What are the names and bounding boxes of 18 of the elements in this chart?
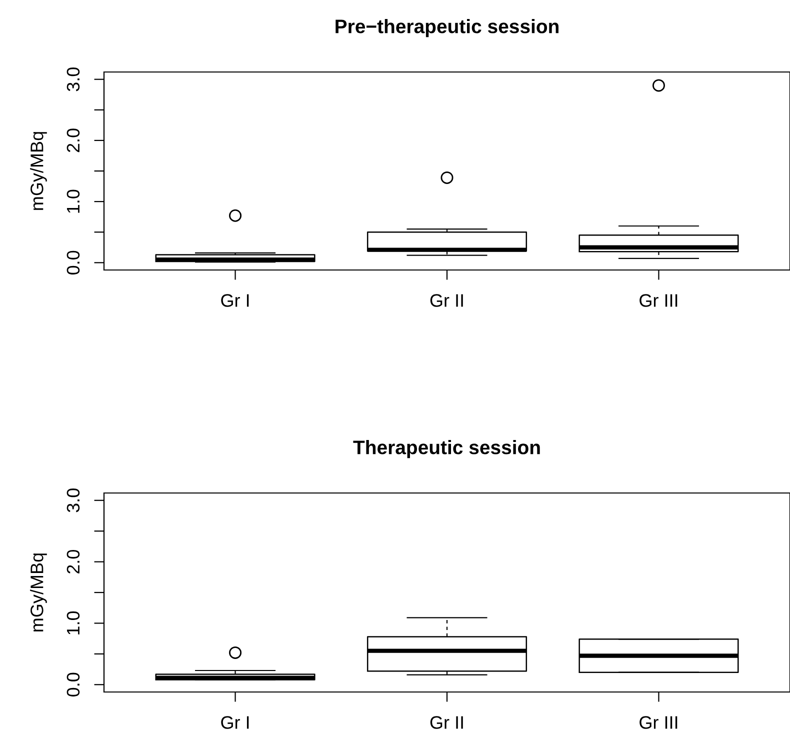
x-tick-label: Gr II: [430, 716, 463, 729]
x-tick-label: Gr I: [221, 294, 249, 307]
y-tick-label: 0.0: [66, 250, 80, 275]
x-tick-label: Gr III: [640, 294, 678, 307]
y-tick-label: 0.0: [66, 672, 80, 696]
y-tick-label: 2.0: [66, 128, 80, 152]
y-axis-title: mGy/MBq: [30, 132, 47, 210]
y-tick-label: 3.0: [66, 67, 80, 92]
x-tick-label: Gr II: [430, 294, 463, 307]
y-tick-label: 1.0: [66, 190, 80, 213]
chart-title: Therapeutic session: [353, 440, 540, 458]
x-tick-label: Gr I: [221, 716, 249, 729]
y-tick-label: 3.0: [66, 488, 80, 512]
y-axis-title: mGy/MBq: [30, 554, 47, 632]
x-tick-label: Gr III: [640, 716, 678, 729]
chart-title: Pre−therapeutic session: [336, 19, 558, 38]
y-tick-label: 2.0: [66, 550, 80, 574]
y-tick-label: 1.0: [66, 611, 80, 634]
